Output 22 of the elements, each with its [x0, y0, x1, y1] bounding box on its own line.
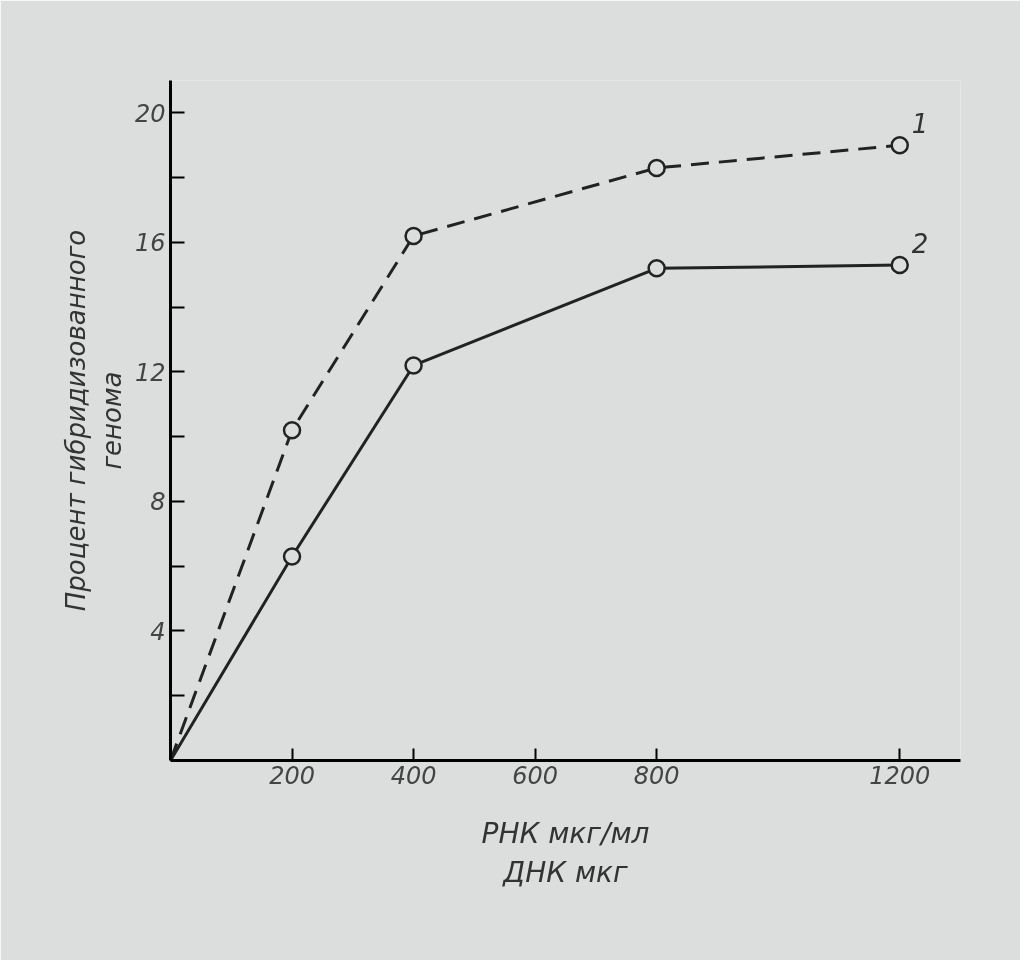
x-tick-label: 800 — [633, 761, 680, 790]
series-label: 2 — [911, 229, 929, 260]
point — [282, 547, 302, 566]
point — [890, 136, 909, 155]
point — [890, 255, 909, 275]
x-tick-label: 1200 — [869, 761, 931, 790]
y-tick-label: 12 — [134, 358, 166, 387]
point — [404, 226, 423, 246]
x-tick-label: 400 — [390, 761, 437, 790]
point — [282, 420, 302, 440]
x-tick-label: 200 — [269, 761, 315, 790]
y-tick-label: 20 — [134, 99, 166, 128]
x-axis-title: РНК мкг/мл ДНК мкг — [481, 816, 650, 890]
y-axis-title: Процент гибридизованного генома — [60, 229, 127, 612]
y-tick-label: 4 — [150, 617, 166, 646]
point — [647, 158, 666, 178]
x-tick-label: 600 — [512, 761, 559, 790]
y-tick-label: 16 — [134, 229, 166, 258]
series-label: 1 — [911, 109, 929, 140]
point — [404, 356, 423, 375]
y-tick-label: 8 — [150, 488, 166, 517]
point — [647, 259, 666, 278]
